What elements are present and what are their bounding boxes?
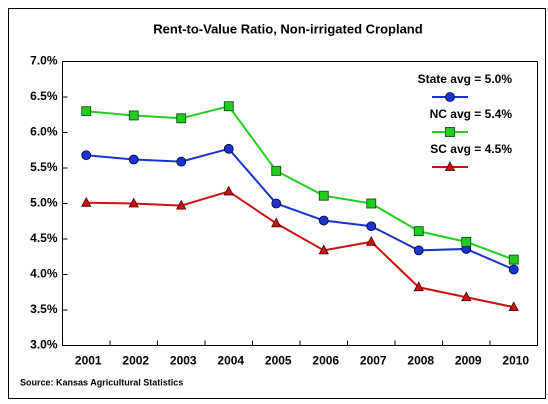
y-tick-label: 6.0% bbox=[30, 125, 58, 139]
chart-title: Rent-to-Value Ratio, Non-irrigated Cropl… bbox=[153, 21, 422, 36]
y-tick-label: 6.5% bbox=[30, 89, 58, 103]
legend-marker bbox=[445, 127, 455, 137]
x-tick-label: 2006 bbox=[312, 354, 339, 368]
y-tick-label: 3.0% bbox=[30, 338, 58, 352]
marker bbox=[318, 190, 329, 201]
series-line bbox=[86, 190, 514, 309]
marker bbox=[81, 196, 92, 207]
legend-marker bbox=[444, 161, 456, 171]
marker bbox=[366, 198, 377, 209]
marker bbox=[271, 198, 282, 209]
x-tick-label: 2003 bbox=[170, 354, 197, 368]
marker bbox=[81, 106, 92, 117]
y-tick-label: 4.5% bbox=[30, 231, 58, 245]
y-tick-label: 7.0% bbox=[30, 54, 58, 68]
y-tick-label: 5.5% bbox=[30, 160, 58, 174]
series-line bbox=[86, 147, 515, 271]
x-tick-label: 2002 bbox=[122, 354, 149, 368]
marker bbox=[223, 143, 234, 154]
marker bbox=[366, 221, 377, 232]
x-tick-label: 2005 bbox=[265, 354, 292, 368]
legend-marker bbox=[445, 92, 455, 102]
legend-label: State avg = 5.0% bbox=[418, 72, 513, 86]
x-tick-label: 2004 bbox=[217, 354, 244, 368]
marker bbox=[318, 215, 329, 226]
marker bbox=[271, 217, 282, 228]
marker bbox=[223, 101, 234, 112]
y-tick-label: 3.5% bbox=[30, 302, 58, 316]
x-tick-label: 2009 bbox=[455, 354, 482, 368]
marker bbox=[176, 113, 187, 124]
marker bbox=[413, 226, 424, 237]
marker bbox=[176, 156, 187, 167]
source-note: Source: Kansas Agricultural Statistics bbox=[20, 377, 183, 387]
marker bbox=[461, 291, 472, 302]
marker bbox=[128, 197, 139, 208]
x-tick-label: 2010 bbox=[502, 354, 529, 368]
marker bbox=[508, 264, 519, 275]
legend-label: SC avg = 4.5% bbox=[430, 142, 512, 156]
marker bbox=[413, 245, 424, 256]
marker bbox=[461, 236, 472, 247]
x-tick-label: 2008 bbox=[407, 354, 434, 368]
marker bbox=[366, 235, 377, 246]
y-tick-label: 5.0% bbox=[30, 196, 58, 210]
marker bbox=[318, 244, 329, 255]
marker bbox=[223, 185, 234, 196]
marker bbox=[271, 165, 282, 176]
marker bbox=[413, 281, 424, 292]
y-tick-label: 4.0% bbox=[30, 267, 58, 281]
marker bbox=[508, 301, 519, 312]
x-tick-label: 2001 bbox=[75, 354, 102, 368]
marker bbox=[128, 110, 139, 121]
series-line bbox=[86, 105, 515, 261]
marker bbox=[508, 254, 519, 265]
marker bbox=[176, 199, 187, 210]
x-tick-label: 2007 bbox=[360, 354, 387, 368]
legend-label: NC avg = 5.4% bbox=[430, 107, 513, 121]
marker bbox=[81, 150, 92, 161]
marker bbox=[128, 154, 139, 165]
